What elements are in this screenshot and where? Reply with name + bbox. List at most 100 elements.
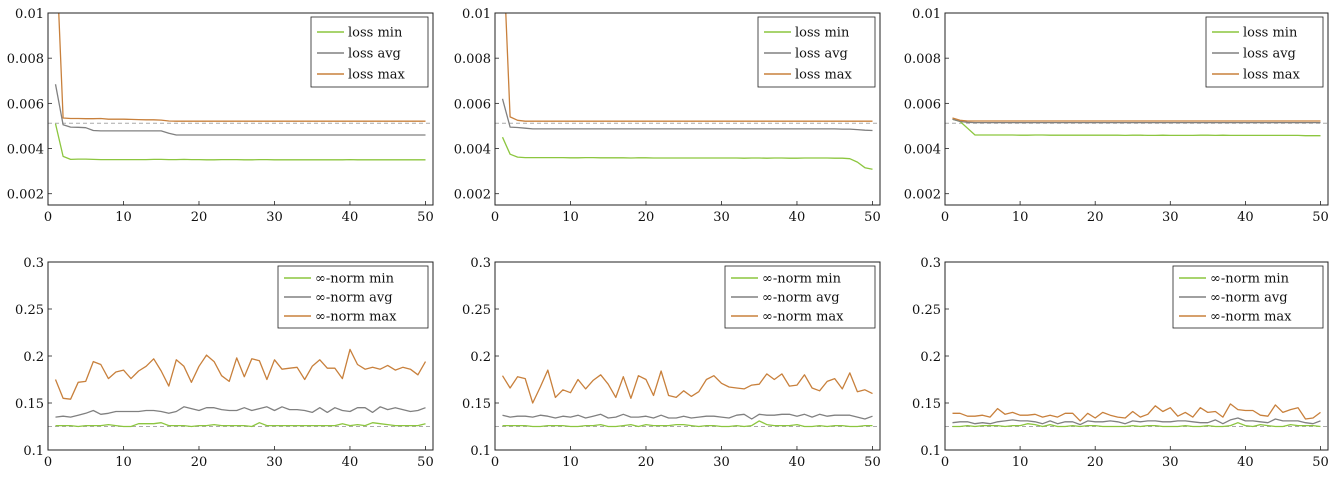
axes-frame xyxy=(494,12,881,206)
x-tick-label: 20 xyxy=(191,210,208,225)
subplot-3: 0 10 20 30 40 50 0.002 0.004 0.006 0.008 0.01 loss … xyxy=(904,7,1329,225)
y-tick-label: 0.1 xyxy=(470,444,491,459)
series-line-max xyxy=(501,369,873,404)
series-group xyxy=(54,13,426,161)
y-tick-label: 0.002 xyxy=(7,188,44,203)
x-tick-label: 40 xyxy=(789,455,806,470)
x-tick-label: 30 xyxy=(1162,210,1179,225)
series-line-avg xyxy=(952,417,1321,426)
legend: ∞-norm min ∞-norm avg ∞-norm max xyxy=(277,265,429,329)
legend: loss min loss avg loss max xyxy=(757,16,876,88)
series-line-max xyxy=(952,403,1321,422)
y-tick-label: 0.002 xyxy=(904,188,941,203)
legend-label-min: ∞-norm min xyxy=(1210,272,1290,287)
y-tick-label: 0.15 xyxy=(912,397,941,412)
y-tick-label: 0.3 xyxy=(470,256,491,271)
y-tick-label: 0.01 xyxy=(15,7,44,22)
x-tick-label: 30 xyxy=(713,455,730,470)
series-group xyxy=(501,369,873,428)
x-tick-label: 40 xyxy=(1237,455,1254,470)
y-tick-label: 0.008 xyxy=(904,52,941,67)
y-tick-label: 0.004 xyxy=(454,143,491,158)
x-tick-label: 50 xyxy=(864,210,881,225)
x-tick-label: 0 xyxy=(941,455,949,470)
legend-label-avg: ∞-norm avg xyxy=(762,291,840,306)
legend-label-min: loss min xyxy=(795,26,850,41)
series-line-min xyxy=(55,422,426,428)
y-tick-label: 0.1 xyxy=(920,444,941,459)
legend-box xyxy=(757,16,876,88)
legend-label-max: ∞-norm max xyxy=(1210,310,1292,325)
legend-label-max: loss max xyxy=(1243,68,1301,83)
x-tick-label: 10 xyxy=(562,455,579,470)
y-tick-label: 0.2 xyxy=(23,350,44,365)
x-tick-label: 0 xyxy=(491,210,499,225)
y-tick-label: 0.25 xyxy=(462,303,491,318)
subplot-1: 0 10 20 30 40 50 0.002 0.004 0.006 0.008 0.01 loss … xyxy=(7,7,434,225)
legend: ∞-norm min ∞-norm avg ∞-norm max xyxy=(724,265,876,329)
y-tick-label: 0.006 xyxy=(454,97,491,112)
subplot-6: 0 10 20 30 40 500.10.150.20.250.3∞-norm min∞-… xyxy=(912,256,1329,470)
x-tick-label: 20 xyxy=(638,210,655,225)
series-line-max xyxy=(505,13,873,122)
x-tick-label: 10 xyxy=(115,210,132,225)
y-tick-label: 0.004 xyxy=(7,143,44,158)
y-tick-label: 0.004 xyxy=(904,143,941,158)
x-tick-label: 20 xyxy=(1087,210,1104,225)
subplot-4: 0 10 20 30 40 500.10.150.20.250.3∞-norm min∞-… xyxy=(15,256,434,470)
legend-label-avg: ∞-norm avg xyxy=(315,291,393,306)
y-tick-label: 0.3 xyxy=(920,256,941,271)
x-tick-label: 0 xyxy=(491,455,499,470)
x-tick-label: 0 xyxy=(44,210,52,225)
x-tick-label: 10 xyxy=(1012,455,1029,470)
x-tick-label: 50 xyxy=(1312,455,1329,470)
y-tick-label: 0.25 xyxy=(912,303,941,318)
y-tick-label: 0.25 xyxy=(15,303,44,318)
series-group xyxy=(952,117,1321,137)
x-tick-label: 40 xyxy=(342,455,359,470)
legend-label-min: ∞-norm min xyxy=(762,272,842,287)
y-tick-label: 0.1 xyxy=(23,444,44,459)
legend-label-max: ∞-norm max xyxy=(315,310,397,325)
legend-label-avg: loss avg xyxy=(1243,47,1296,62)
x-tick-label: 20 xyxy=(638,455,655,470)
legend-label-min: loss min xyxy=(1243,26,1298,41)
series-line-avg xyxy=(54,84,426,136)
x-tick-label: 50 xyxy=(1312,210,1329,225)
series-line-min xyxy=(501,136,873,170)
y-tick-label: 0.01 xyxy=(462,7,491,22)
x-tick-label: 50 xyxy=(417,210,434,225)
legend-label-avg: loss avg xyxy=(348,47,401,62)
x-tick-label: 30 xyxy=(266,210,283,225)
y-tick-label: 0.2 xyxy=(920,350,941,365)
x-tick-label: 10 xyxy=(115,455,132,470)
x-tick-label: 20 xyxy=(191,455,208,470)
x-tick-label: 50 xyxy=(864,455,881,470)
x-tick-label: 40 xyxy=(789,210,806,225)
series-line-min xyxy=(952,422,1321,428)
x-tick-label: 30 xyxy=(266,455,283,470)
y-tick-label: 0.15 xyxy=(462,397,491,412)
legend-box xyxy=(1205,16,1324,88)
x-tick-label: 50 xyxy=(417,455,434,470)
series-line-max xyxy=(58,13,426,122)
y-tick-label: 0.15 xyxy=(15,397,44,412)
x-tick-label: 30 xyxy=(713,210,730,225)
y-tick-label: 0.008 xyxy=(454,52,491,67)
series-group xyxy=(952,403,1321,428)
series-line-min xyxy=(54,123,426,161)
x-tick-label: 10 xyxy=(1012,210,1029,225)
series-group xyxy=(54,348,427,428)
series-line-avg xyxy=(952,118,1321,124)
y-tick-label: 0.01 xyxy=(912,7,941,22)
y-tick-label: 0.002 xyxy=(454,188,491,203)
series-group xyxy=(501,13,873,170)
x-tick-label: 0 xyxy=(44,455,52,470)
series-line-avg xyxy=(502,413,873,420)
legend-label-max: ∞-norm max xyxy=(762,310,844,325)
x-tick-label: 30 xyxy=(1162,455,1179,470)
y-tick-label: 0.006 xyxy=(904,97,941,112)
series-line-min xyxy=(502,420,873,428)
legend: ∞-norm min ∞-norm avg ∞-norm max xyxy=(1172,265,1324,329)
